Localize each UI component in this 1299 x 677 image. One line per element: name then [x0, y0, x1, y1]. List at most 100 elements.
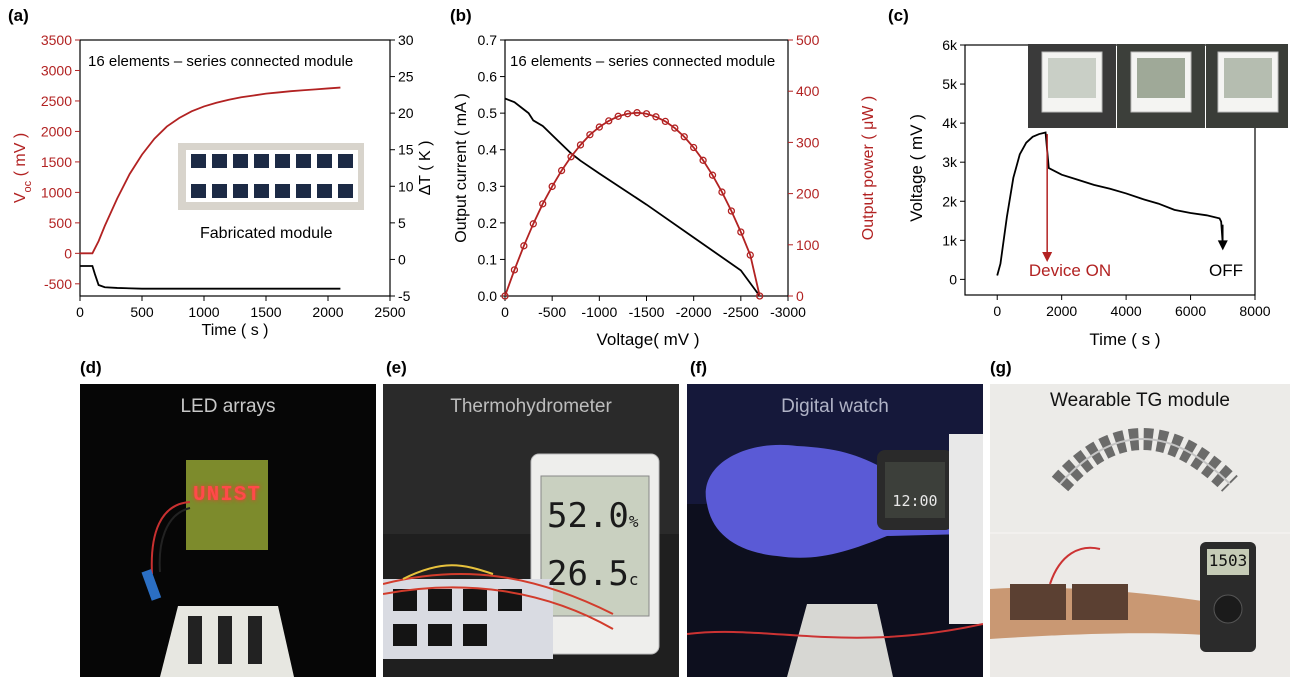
y-tick-label: 3k: [942, 154, 958, 170]
x-tick-label: 6000: [1175, 303, 1206, 319]
wire-red: [150, 501, 191, 575]
data-point: [520, 242, 528, 250]
photo-wearable-module: Wearable TG module 1503: [990, 384, 1290, 677]
data-point: [756, 292, 764, 300]
y-tick-label: 0.7: [478, 32, 498, 48]
y2-tick-label: 200: [796, 186, 820, 202]
data-point: [605, 117, 613, 125]
x-tick-label: 2000: [1046, 303, 1077, 319]
data-point: [718, 188, 726, 196]
module-cell: [317, 184, 332, 198]
data-point: [529, 220, 537, 228]
module-cell: [233, 184, 248, 198]
y-tick-label: 3500: [41, 32, 72, 48]
data-point: [680, 133, 688, 141]
data-point: [539, 200, 547, 208]
data-point: [586, 131, 594, 139]
x-tick-label: 500: [130, 304, 154, 320]
y-tick-label: 0.4: [478, 142, 498, 158]
series-line-0: [80, 86, 341, 255]
y-tick-label: 2500: [41, 93, 72, 109]
y-tick-label: 0: [64, 245, 72, 261]
y2-tick-label: 500: [796, 32, 820, 48]
y-tick-label: 0.6: [478, 69, 498, 85]
connector-blue: [141, 569, 162, 601]
panel-label-c: (c): [888, 6, 909, 25]
data-point: [576, 141, 585, 149]
watch-time: 12:00: [892, 492, 938, 510]
data-point: [746, 251, 754, 259]
panel-label-a: (a): [8, 6, 29, 25]
chart-b: 0 -500 -1000 -1500 -2000 -2500 -3000 0.0 0.1 0.2 0…: [453, 32, 877, 349]
x-tick-label: 0: [501, 304, 509, 320]
x-tick-label: -1500: [629, 304, 665, 320]
y-tick-label: 6k: [942, 37, 958, 53]
module-cell: [233, 154, 248, 168]
series-line-0: [504, 97, 761, 297]
x-tick-label: -2500: [723, 304, 759, 320]
x-tick-label: 2500: [374, 304, 405, 320]
annotation-b: 16 elements – series connected module: [510, 53, 775, 70]
annotation-off: OFF: [1209, 261, 1243, 280]
x-tick-label: 0: [76, 304, 84, 320]
y-tick-label: 4k: [942, 115, 958, 131]
y-axis-label-a: Voc ( mV ): [12, 133, 34, 203]
photo-title-f: Digital watch: [781, 396, 889, 417]
x-tick-label: -3000: [770, 304, 806, 320]
annotation-device-on: Device ON: [1029, 261, 1111, 280]
photo-digital-watch: Digital watch 12:00: [687, 384, 983, 677]
data-point: [690, 143, 698, 152]
inset-thermometer-photos: [1028, 44, 1288, 128]
y-tick-label: -500: [44, 276, 72, 292]
panel-label-b: (b): [450, 6, 472, 25]
photo-title-d: LED arrays: [180, 396, 276, 417]
panel-label-g: (g): [990, 358, 1012, 377]
x-axis-label-b: Voltage( mV ): [597, 330, 700, 349]
y-tick-label: 500: [49, 215, 73, 231]
panel-label-d: (d): [80, 358, 102, 377]
y2-tick-label: 25: [398, 69, 414, 85]
data-point: [548, 182, 556, 191]
y-axis-label-c: Voltage ( mV ): [907, 114, 926, 222]
device-on-arrowhead: [1042, 252, 1053, 263]
inset-module-photo: [178, 143, 364, 210]
y-tick-label: 0.1: [478, 251, 498, 267]
y2-tick-label: 5: [398, 215, 406, 231]
x-tick-label: -1000: [581, 304, 617, 320]
chart-c: 0 2000 4000 6000 8000 0 1k 2k 3k 4k 5k 6k Device ON…: [907, 37, 1288, 349]
x-tick-label: 1500: [250, 304, 281, 320]
module-cell: [191, 184, 206, 198]
series-line-1: [80, 265, 341, 290]
data-point: [671, 124, 679, 132]
y2-tick-label: 15: [398, 142, 414, 158]
y-tick-label: 0.2: [478, 215, 498, 231]
module-cell: [338, 184, 353, 198]
data-point: [661, 117, 670, 126]
data-point: [737, 228, 745, 236]
x-tick-label: 1000: [188, 304, 219, 320]
inset-label: Fabricated module: [200, 225, 333, 242]
y2-tick-label: 0: [796, 288, 804, 304]
y2-tick-label: 0: [398, 251, 406, 267]
data-point: [614, 112, 622, 120]
data-point: [633, 109, 641, 117]
y-tick-label: 2000: [41, 123, 72, 139]
y-axis-label-b: Output current ( mA ): [453, 93, 470, 242]
y2-tick-label: 100: [796, 237, 820, 253]
data-point: [699, 156, 707, 164]
x-tick-label: -500: [538, 304, 566, 320]
y2-tick-label: 400: [796, 83, 820, 99]
y-tick-label: 0.0: [478, 288, 498, 304]
plot-frame: [504, 39, 789, 297]
data-point: [652, 113, 660, 121]
y2-axis-label-a: ΔT ( K ): [417, 141, 434, 196]
data-point: [642, 110, 651, 118]
wire-black: [158, 507, 191, 573]
module-cell: [212, 154, 227, 168]
x-axis-label-c: Time ( s ): [1089, 330, 1160, 349]
x-tick-label: -2000: [676, 304, 712, 320]
x-tick-label: 8000: [1239, 303, 1270, 319]
meter-reading: 1503: [1208, 551, 1248, 570]
photo-thermohydrometer: Thermohydrometer 52.0% 26.5c: [383, 384, 679, 677]
y2-tick-label: -5: [398, 288, 411, 304]
